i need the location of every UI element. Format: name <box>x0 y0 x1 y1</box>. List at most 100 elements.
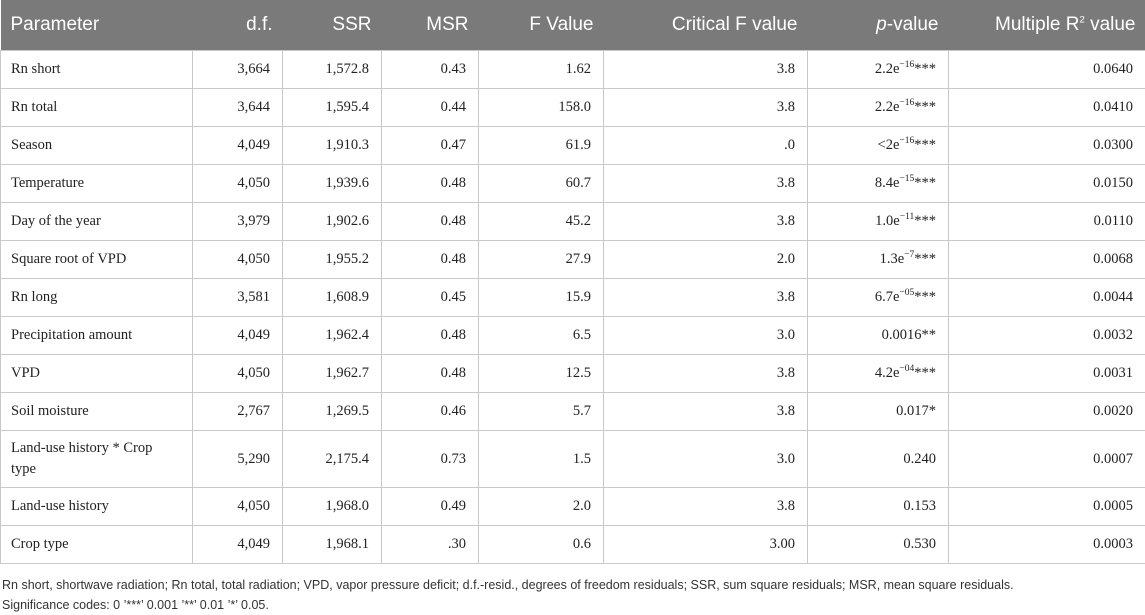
cell-msr: 0.48 <box>381 354 479 393</box>
cell-df: 5,290 <box>192 430 283 488</box>
cell-r2: 0.0005 <box>948 487 1145 526</box>
cell-f-value: 158.0 <box>478 88 604 127</box>
cell-r2: 0.0640 <box>948 50 1145 89</box>
table-row: Temperature 4,050 1,939.6 0.48 60.7 3.8 8.4e−1… <box>0 164 1145 203</box>
cell-df: 4,050 <box>192 240 283 279</box>
cell-ssr: 1,968.0 <box>282 487 382 526</box>
cell-parameter: Season <box>0 126 193 165</box>
cell-p-value: 0.240 <box>807 430 949 488</box>
cell-ssr: 1,962.4 <box>282 316 382 355</box>
cell-ssr: 1,572.8 <box>282 50 382 89</box>
cell-r2: 0.0150 <box>948 164 1145 203</box>
table-header: Parameter d.f. SSR MSR F Value Critical … <box>0 0 1145 51</box>
cell-f-value: 60.7 <box>478 164 604 203</box>
cell-parameter: Land-use history * Crop type <box>0 430 193 488</box>
p-value-exponent: −16 <box>899 136 915 147</box>
cell-p-value: 2.2e−16*** <box>807 88 949 127</box>
cell-ssr: 1,902.6 <box>282 202 382 241</box>
cell-p-value: 6.7e−05*** <box>807 278 949 317</box>
cell-r2: 0.0044 <box>948 278 1145 317</box>
p-value-base: 2.2e <box>874 99 900 115</box>
cell-critical-f: 3.8 <box>603 392 808 431</box>
cell-df: 3,581 <box>192 278 283 317</box>
cell-parameter: Soil moisture <box>0 392 193 431</box>
cell-parameter: Temperature <box>0 164 193 203</box>
table-body: Rn short 3,664 1,572.8 0.43 1.62 3.8 2.2e−16**… <box>0 50 1145 564</box>
p-value-exponent: −04 <box>899 364 915 375</box>
cell-r2: 0.0300 <box>948 126 1145 165</box>
cell-r2: 0.0110 <box>948 202 1145 241</box>
cell-df: 3,664 <box>192 50 283 89</box>
cell-msr: 0.45 <box>381 278 479 317</box>
cell-p-value: 8.4e−15*** <box>807 164 949 203</box>
p-value-stars: *** <box>914 175 936 191</box>
footnote-abbreviations: Rn short, shortwave radiation; Rn total,… <box>2 578 1014 592</box>
cell-parameter: Rn short <box>0 50 193 89</box>
cell-msr: 0.47 <box>381 126 479 165</box>
cell-msr: 0.43 <box>381 50 479 89</box>
cell-p-value: 1.0e−11*** <box>807 202 949 241</box>
cell-parameter: Land-use history <box>0 487 193 526</box>
cell-p-value: 2.2e−16*** <box>807 50 949 89</box>
cell-critical-f: 3.8 <box>603 202 808 241</box>
table-row: Crop type 4,049 1,968.1.30 0.6 3.00 0.530 0.00… <box>0 525 1145 564</box>
cell-p-value: 0.0016** <box>807 316 949 355</box>
cell-parameter: Crop type <box>0 525 193 564</box>
cell-f-value: 61.9 <box>478 126 604 165</box>
anova-table: Parameter d.f. SSR MSR F Value Critical … <box>0 0 1145 564</box>
cell-critical-f: 3.8 <box>603 354 808 393</box>
cell-ssr: 1,968.1 <box>282 525 382 564</box>
cell-p-value: 0.017* <box>807 392 949 431</box>
cell-f-value: 15.9 <box>478 278 604 317</box>
cell-msr: 0.48 <box>381 316 479 355</box>
p-value-base: 2.2e <box>874 61 900 77</box>
cell-r2: 0.0068 <box>948 240 1145 279</box>
cell-ssr: 1,595.4 <box>282 88 382 127</box>
p-value-base: 0.017* <box>896 403 936 419</box>
cell-ssr: 1,910.3 <box>282 126 382 165</box>
p-value-base: <2e <box>877 137 900 153</box>
cell-f-value: 6.5 <box>478 316 604 355</box>
header-parameter: Parameter <box>0 0 193 51</box>
cell-parameter: Precipitation amount <box>0 316 193 355</box>
cell-df: 4,049 <box>192 525 283 564</box>
cell-f-value: 1.62 <box>478 50 604 89</box>
cell-df: 4,050 <box>192 354 283 393</box>
cell-critical-f: 3.8 <box>603 88 808 127</box>
cell-df: 2,767 <box>192 392 283 431</box>
p-value-exponent: −15 <box>899 174 915 185</box>
table-row: Precipitation amount 4,049 1,962.4 0.48 6.5 3… <box>0 316 1145 355</box>
table-row: Rn short 3,664 1,572.8 0.43 1.62 3.8 2.2e−16**… <box>0 50 1145 89</box>
p-value-exponent: −16 <box>899 98 915 109</box>
p-value-base: 6.7e <box>874 289 900 305</box>
cell-msr: 0.44 <box>381 88 479 127</box>
header-r2-sup: 2 <box>1079 14 1085 26</box>
header-p-value: p-value <box>807 0 949 51</box>
cell-p-value: 0.530 <box>807 525 949 564</box>
cell-critical-f: 2.0 <box>603 240 808 279</box>
header-r2: Multiple R2 value <box>948 0 1145 51</box>
table-row: Land-use history * Crop type 5,290 2,175.4… <box>0 430 1145 488</box>
table-row: Season 4,049 1,910.3 0.47 61.9.0 <2e−16*** 0.0… <box>0 126 1145 165</box>
cell-critical-f: 3.8 <box>603 278 808 317</box>
p-value-exponent: −11 <box>899 212 915 223</box>
header-row: Parameter d.f. SSR MSR F Value Critical … <box>0 0 1145 51</box>
cell-p-value: <2e−16*** <box>807 126 949 165</box>
header-p-suffix: -value <box>886 14 939 35</box>
cell-p-value: 4.2e−04*** <box>807 354 949 393</box>
cell-parameter: Rn total <box>0 88 193 127</box>
header-msr: MSR <box>381 0 479 51</box>
p-value-exponent: −05 <box>899 288 915 299</box>
cell-critical-f: .0 <box>603 126 808 165</box>
cell-f-value: 2.0 <box>478 487 604 526</box>
table-row: Soil moisture 2,767 1,269.5 0.46 5.7 3.8 0.017… <box>0 392 1145 431</box>
cell-critical-f: 3.0 <box>603 316 808 355</box>
header-r2-prefix: Multiple R <box>995 14 1080 35</box>
footnote-significance: Significance codes: 0 ’***’ 0.001 ’**’ 0… <box>2 598 269 612</box>
table-row: Land-use history 4,050 1,968.0 0.49 2.0 3.8 0.… <box>0 487 1145 526</box>
cell-r2: 0.0032 <box>948 316 1145 355</box>
cell-msr: 0.46 <box>381 392 479 431</box>
cell-r2: 0.0007 <box>948 430 1145 488</box>
cell-df: 4,049 <box>192 316 283 355</box>
cell-parameter: VPD <box>0 354 193 393</box>
